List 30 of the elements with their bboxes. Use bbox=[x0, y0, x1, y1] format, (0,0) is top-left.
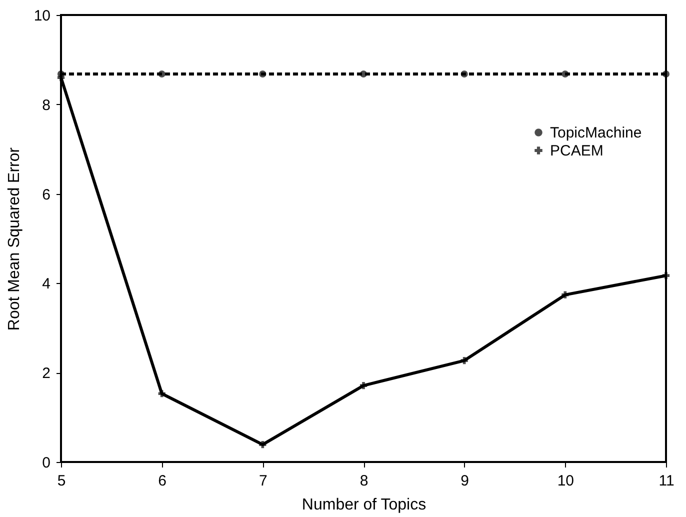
x-axis-title: Number of Topics bbox=[302, 496, 426, 514]
x-tick-label: 9 bbox=[460, 472, 470, 490]
x-tick-label: 6 bbox=[158, 472, 167, 490]
y-axis-title: Root Mean Squared Error bbox=[6, 146, 23, 331]
point bbox=[158, 390, 166, 398]
x-tick-label: 7 bbox=[258, 472, 268, 490]
point bbox=[460, 356, 468, 364]
point bbox=[360, 382, 368, 390]
x-tick-label: 8 bbox=[360, 472, 368, 490]
point bbox=[259, 441, 266, 448]
y-tick-label: 0 bbox=[42, 454, 50, 472]
point bbox=[562, 291, 569, 298]
x-tick-label: 10 bbox=[557, 472, 574, 490]
point bbox=[662, 70, 670, 78]
x-tick-label: 11 bbox=[658, 472, 674, 490]
point bbox=[662, 272, 670, 280]
y-tick-label: 2 bbox=[42, 365, 50, 382]
point bbox=[57, 74, 65, 82]
y-tick-label: 4 bbox=[42, 276, 50, 293]
point bbox=[562, 70, 569, 78]
x-tick-label: 5 bbox=[57, 472, 66, 490]
legend-label: TopicMachine bbox=[550, 124, 642, 142]
y-tick-label: 6 bbox=[42, 186, 50, 204]
y-tick-label: 10 bbox=[34, 8, 50, 24]
point bbox=[360, 70, 368, 78]
point bbox=[259, 70, 266, 78]
legend-label: PCAEM bbox=[550, 142, 604, 160]
point bbox=[460, 70, 468, 78]
point bbox=[158, 70, 166, 78]
y-tick-label: 8 bbox=[42, 96, 50, 114]
